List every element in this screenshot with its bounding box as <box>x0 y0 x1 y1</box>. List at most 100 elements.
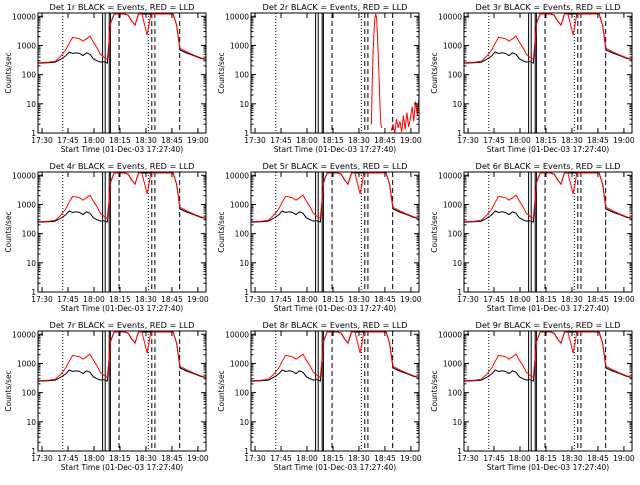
x-axis-title: Start Time (01-Dec-03 17:27:40) <box>274 145 396 154</box>
x-axis-title: Start Time (01-Dec-03 17:27:40) <box>274 463 396 472</box>
x-tick-label: 17:30 <box>457 454 479 463</box>
x-tick-label: 18:00 <box>296 136 318 145</box>
y-tick-label: 100 <box>235 230 250 239</box>
x-tick-label: 17:30 <box>31 454 53 463</box>
x-tick-label: 17:45 <box>57 454 79 463</box>
x-tick-label: 17:45 <box>57 295 79 304</box>
y-tick-label: 10000 <box>225 330 249 339</box>
x-tick-label: 17:30 <box>457 295 479 304</box>
series-lld-line <box>38 13 206 64</box>
panel-det-8r: Det 8r BLACK = Events, RED = LLD 1 10 100 10… <box>217 320 422 472</box>
y-tick-label: 10 <box>239 259 249 268</box>
panel-det-5r: Det 5r BLACK = Events, RED = LLD 1 10 100 10… <box>217 161 422 313</box>
y-tick-label: 10 <box>26 418 36 427</box>
y-tick-label: 1 <box>31 447 36 456</box>
plot-frame <box>37 330 207 452</box>
x-tick-label: 18:00 <box>83 454 105 463</box>
x-tick-label: 18:15 <box>535 295 557 304</box>
y-tick-label: 10000 <box>225 171 249 180</box>
x-tick-label: 19:00 <box>613 295 635 304</box>
y-tick-label: 10000 <box>438 330 462 339</box>
x-tick-label: 18:30 <box>561 295 583 304</box>
x-tick-label: 18:45 <box>161 454 183 463</box>
marker-lines <box>62 172 181 292</box>
x-tick-label: 19:00 <box>613 454 635 463</box>
y-tick-label: 10 <box>452 418 462 427</box>
marker-lines <box>62 13 181 133</box>
panel-det-9r: Det 9r BLACK = Events, RED = LLD 1 10 100 10… <box>430 320 635 472</box>
x-tick-label: 18:00 <box>83 295 105 304</box>
y-axis-title: Counts/sec <box>4 211 13 252</box>
x-tick-label: 18:00 <box>296 454 318 463</box>
series-lld-line <box>38 172 206 223</box>
x-tick-label: 18:45 <box>374 454 396 463</box>
x-tick-label: 18:15 <box>535 136 557 145</box>
y-axis-title: Counts/sec <box>217 52 226 93</box>
y-axis-title: Counts/sec <box>217 211 226 252</box>
plot-frame <box>463 330 633 452</box>
plot-frame <box>463 12 633 134</box>
x-tick-label: 17:30 <box>31 136 53 145</box>
x-tick-label: 18:30 <box>135 295 157 304</box>
y-tick-label: 10 <box>452 100 462 109</box>
x-axis-title: Start Time (01-Dec-03 17:27:40) <box>274 304 396 313</box>
y-axis-title: Counts/sec <box>4 52 13 93</box>
y-tick-label: 10000 <box>12 171 36 180</box>
x-axis-title: Start Time (01-Dec-03 17:27:40) <box>61 463 183 472</box>
series-lld-line <box>464 13 632 64</box>
y-tick-label: 10 <box>239 100 249 109</box>
x-tick-label: 17:45 <box>270 295 292 304</box>
panel-det-3r: Det 3r BLACK = Events, RED = LLD 1 10 100 10… <box>430 2 635 154</box>
series-lld-line <box>370 13 383 129</box>
x-tick-label: 17:30 <box>31 295 53 304</box>
x-tick-label: 19:00 <box>400 136 422 145</box>
x-tick-label: 17:30 <box>244 454 266 463</box>
x-tick-label: 19:00 <box>400 295 422 304</box>
marker-lines <box>62 331 181 451</box>
panel-det-6r: Det 6r BLACK = Events, RED = LLD 1 10 100 10… <box>430 161 635 313</box>
plot-frame <box>250 171 420 293</box>
panel-title: Det 2r BLACK = Events, RED = LLD <box>263 2 408 12</box>
y-tick-label: 100 <box>235 71 250 80</box>
x-tick-label: 18:00 <box>509 136 531 145</box>
y-tick-label: 1000 <box>443 41 462 50</box>
panel-title: Det 9r BLACK = Events, RED = LLD <box>476 320 621 330</box>
x-axis-title: Start Time (01-Dec-03 17:27:40) <box>61 304 183 313</box>
y-axis-title: Counts/sec <box>430 370 439 411</box>
panel-title: Det 7r BLACK = Events, RED = LLD <box>50 320 195 330</box>
y-tick-label: 1000 <box>17 359 36 368</box>
y-tick-label: 1 <box>457 447 462 456</box>
series-lld-line <box>251 172 419 223</box>
y-tick-label: 1 <box>31 288 36 297</box>
y-tick-label: 100 <box>235 389 250 398</box>
x-tick-label: 17:30 <box>457 136 479 145</box>
x-tick-label: 18:30 <box>561 136 583 145</box>
series-lld-line <box>390 96 419 133</box>
y-tick-label: 1000 <box>443 359 462 368</box>
x-axis-title: Start Time (01-Dec-03 17:27:40) <box>487 145 609 154</box>
plot-frame <box>37 171 207 293</box>
x-tick-label: 18:15 <box>322 454 344 463</box>
x-tick-label: 17:45 <box>270 136 292 145</box>
x-tick-label: 17:45 <box>270 454 292 463</box>
series-lld-line <box>251 331 419 382</box>
y-tick-label: 1000 <box>17 200 36 209</box>
x-tick-label: 18:45 <box>374 295 396 304</box>
plot-frame <box>37 12 207 134</box>
y-tick-label: 1 <box>31 129 36 138</box>
x-tick-label: 18:15 <box>322 136 344 145</box>
panel-title: Det 5r BLACK = Events, RED = LLD <box>263 161 408 171</box>
y-tick-label: 10000 <box>12 12 36 21</box>
x-tick-label: 17:45 <box>483 454 505 463</box>
y-axis-title: Counts/sec <box>430 52 439 93</box>
x-tick-label: 18:30 <box>135 136 157 145</box>
panel-title: Det 4r BLACK = Events, RED = LLD <box>50 161 195 171</box>
panel-det-1r: Det 1r BLACK = Events, RED = LLD 1 10 100 10… <box>4 2 209 154</box>
y-tick-label: 1000 <box>17 41 36 50</box>
marker-lines <box>275 172 394 292</box>
x-tick-label: 18:15 <box>535 454 557 463</box>
marker-lines <box>275 13 394 133</box>
y-tick-label: 1 <box>457 288 462 297</box>
